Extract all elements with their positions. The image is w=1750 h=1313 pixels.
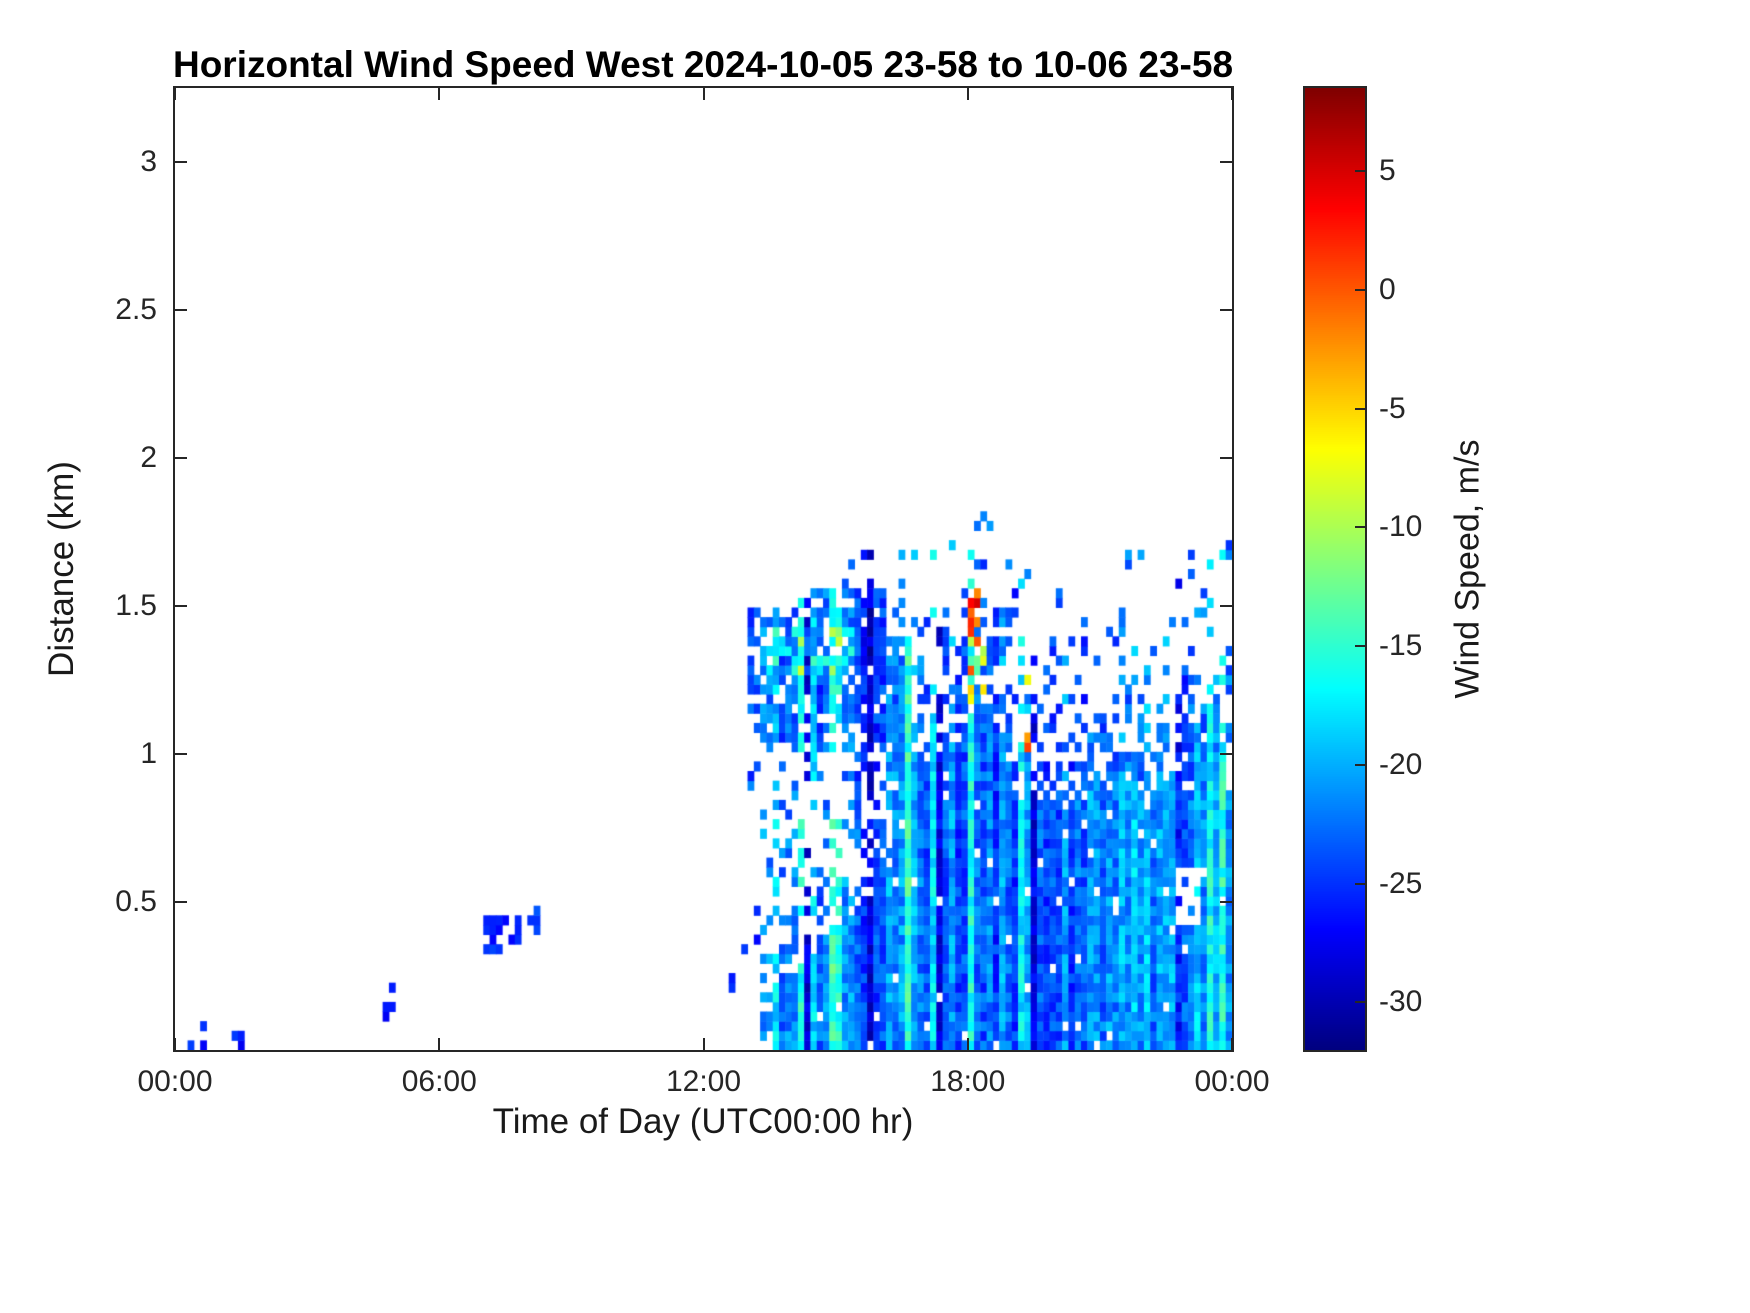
colorbar-tick-mark [1355,1001,1365,1004]
colorbar-tick-label: 0 [1379,272,1396,306]
x-tick-label: 12:00 [665,1065,742,1098]
y-tick-mark [175,901,187,903]
x-tick-label: 00:00 [137,1065,213,1098]
y-tick-mark [1220,901,1232,903]
colorbar-tick-mark [1355,882,1365,885]
colorbar-tick-label: -5 [1379,391,1406,425]
y-tick-label: 0.5 [115,885,157,918]
colorbar-tick-label: -10 [1379,510,1423,544]
x-tick-mark [1231,1038,1233,1050]
y-tick-mark [1220,605,1232,607]
x-tick-label: 18:00 [930,1065,1006,1098]
x-axis-label: Time of Day (UTC00:00 hr) [492,1102,914,1141]
x-tick-mark [174,88,176,100]
y-tick-mark [175,753,187,755]
y-tick-mark [1220,309,1232,311]
colorbar-tick-label: -20 [1379,747,1423,781]
x-tick-mark [438,1038,441,1050]
y-tick-mark [175,309,187,311]
x-tick-label: 00:00 [1194,1065,1270,1098]
x-tick-mark [438,88,441,100]
y-tick-label: 1 [140,737,157,770]
y-tick-label: 2.5 [115,293,157,326]
x-tick-mark [966,88,969,100]
x-tick-mark [966,1038,969,1050]
heatmap-canvas [175,88,1232,1050]
y-tick-mark [175,605,187,607]
y-tick-label: 1.5 [115,589,157,622]
colorbar-tick-mark [1355,645,1365,648]
x-tick-mark [1231,88,1233,100]
colorbar-tick-label: -25 [1379,866,1423,900]
colorbar-canvas [1305,88,1365,1050]
x-tick-mark [702,88,705,100]
colorbar-tick-label: -30 [1379,985,1423,1019]
y-tick-mark [175,457,187,459]
y-tick-label: 2 [140,441,157,474]
colorbar-tick-mark [1355,170,1365,173]
y-tick-mark [175,161,187,163]
x-tick-mark [174,1038,176,1050]
y-tick-mark [1220,161,1232,163]
colorbar-tick-label: -15 [1379,629,1423,663]
colorbar-tick-label: 5 [1379,154,1396,188]
y-tick-label: 3 [140,145,157,178]
colorbar-tick-mark [1355,288,1365,291]
colorbar-tick-mark [1355,407,1365,410]
y-axis-label: Distance (km) [42,461,81,677]
y-tick-mark [1220,753,1232,755]
y-tick-mark [1220,457,1232,459]
x-tick-label: 06:00 [401,1065,477,1098]
colorbar-tick-mark [1355,526,1365,529]
x-tick-mark [702,1038,705,1050]
colorbar-tick-mark [1355,763,1365,766]
chart-title: Horizontal Wind Speed West 2024-10-05 23… [172,44,1234,85]
